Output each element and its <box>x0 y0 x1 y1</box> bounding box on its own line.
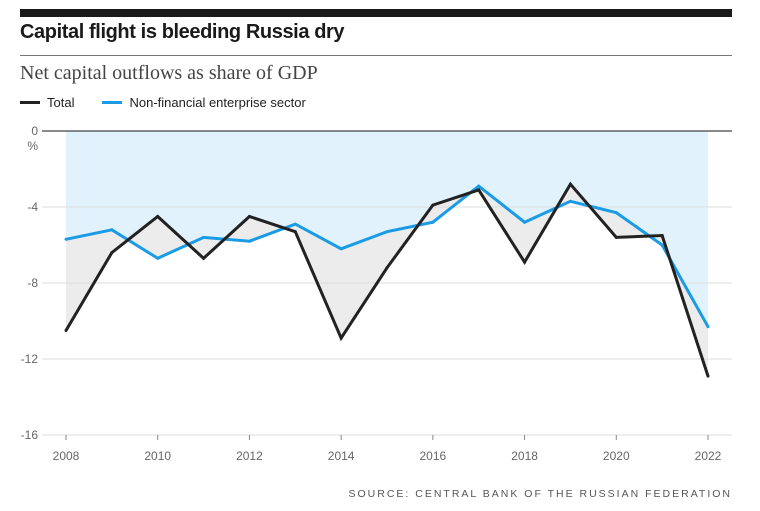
point-total <box>614 235 618 239</box>
x-tick-label: 2008 <box>53 449 80 463</box>
point-total <box>477 188 481 192</box>
y-tick-label: -4 <box>27 200 38 214</box>
point-total <box>247 215 251 218</box>
legend: Total Non-financial enterprise sector <box>20 95 306 110</box>
title-divider <box>20 55 732 56</box>
point-total <box>385 266 389 270</box>
chart-subtitle: Net capital outflows as share of GDP <box>20 62 318 84</box>
legend-swatch-total <box>20 101 40 104</box>
point-total <box>568 182 572 186</box>
legend-item-nonfinancial: Non-financial enterprise sector <box>102 95 306 110</box>
point-total <box>523 260 527 264</box>
chart-title: Capital flight is bleeding Russia dry <box>20 21 345 43</box>
y-tick-label: -12 <box>21 352 39 366</box>
point-total <box>660 234 664 237</box>
x-tick-label: 2010 <box>144 449 171 463</box>
y-tick-label: -8 <box>27 276 38 290</box>
point-nonfinancial <box>293 222 297 226</box>
point-total <box>293 230 297 234</box>
y-unit-label: % <box>27 139 38 153</box>
area-above-nonfinancial <box>66 131 708 327</box>
point-nonfinancial <box>614 211 618 215</box>
legend-swatch-nonfinancial <box>102 101 123 104</box>
point-nonfinancial <box>64 237 68 241</box>
point-nonfinancial <box>385 230 389 234</box>
point-nonfinancial <box>110 228 114 232</box>
y-tick-label: 0 <box>31 124 38 138</box>
point-total <box>202 256 206 260</box>
legend-label-nonfinancial: Non-financial enterprise sector <box>129 95 306 110</box>
point-total <box>156 215 160 218</box>
point-nonfinancial <box>247 239 251 243</box>
point-nonfinancial <box>568 199 572 203</box>
point-total <box>64 329 68 332</box>
source-note: SOURCE: CENTRAL BANK OF THE RUSSIAN FEDE… <box>348 488 732 500</box>
point-total <box>110 251 114 255</box>
x-tick-label: 2014 <box>328 449 355 463</box>
point-nonfinancial <box>660 243 664 247</box>
point-nonfinancial <box>523 220 527 224</box>
point-total <box>339 336 343 340</box>
top-bar <box>20 9 732 17</box>
point-nonfinancial <box>156 256 160 260</box>
x-tick-label: 2016 <box>420 449 447 463</box>
legend-item-total: Total <box>20 95 74 110</box>
y-tick-label: -16 <box>21 428 39 442</box>
point-nonfinancial <box>431 220 435 224</box>
legend-label-total: Total <box>47 95 75 110</box>
point-total <box>431 203 435 207</box>
x-tick-label: 2018 <box>511 449 538 463</box>
x-tick-label: 2012 <box>236 449 263 463</box>
point-nonfinancial <box>706 325 710 329</box>
point-nonfinancial <box>339 247 343 251</box>
x-tick-label: 2020 <box>603 449 630 463</box>
x-tick-label: 2022 <box>695 449 722 463</box>
point-nonfinancial <box>477 184 481 188</box>
point-nonfinancial <box>202 235 206 239</box>
point-total <box>706 374 710 378</box>
